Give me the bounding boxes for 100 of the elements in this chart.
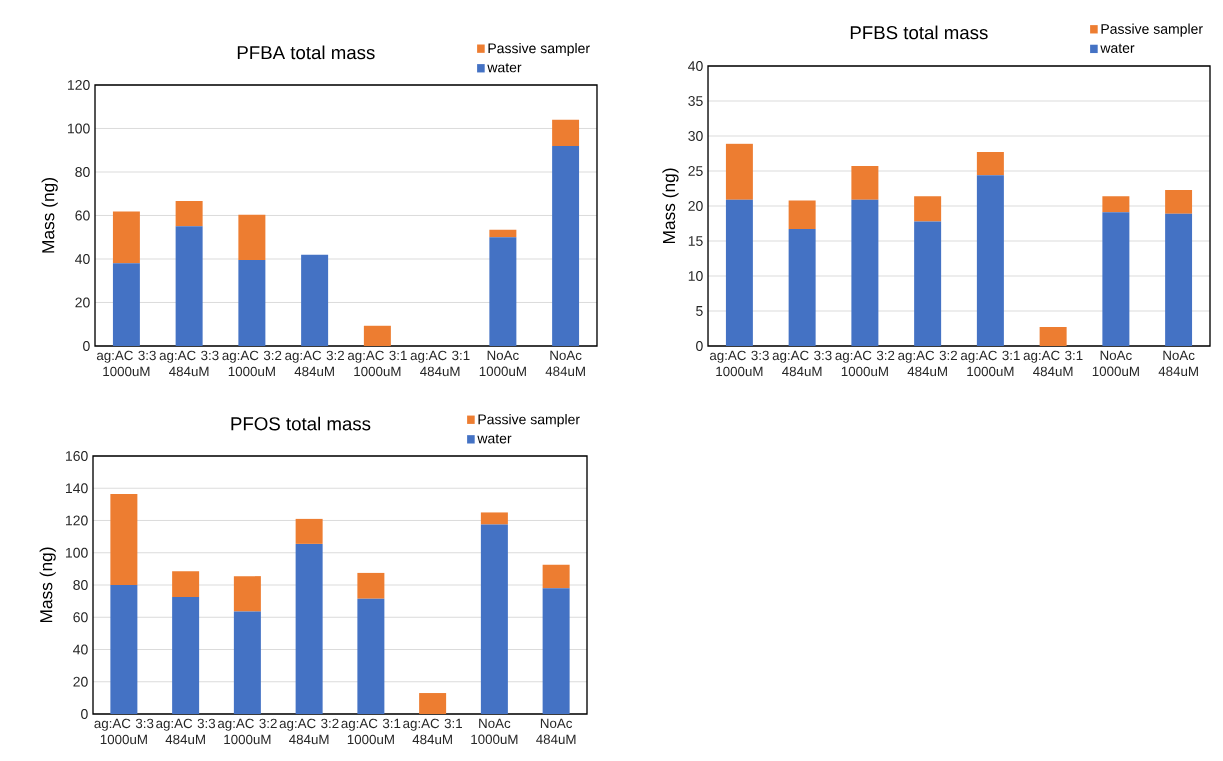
- y-tick-label: 100: [68, 123, 90, 134]
- y-tick-label: 40: [688, 61, 703, 71]
- bar: [851, 166, 879, 200]
- bar: [295, 518, 323, 544]
- bar: [914, 196, 942, 222]
- bar: [480, 524, 508, 714]
- bar: [1165, 189, 1193, 214]
- y-tick-label: 40: [75, 254, 90, 264]
- chart-title: PFBS total mass: [850, 25, 988, 40]
- bar: [725, 199, 753, 346]
- x-tick-label: ag:AC 3:2 484uM: [898, 350, 957, 377]
- bar: [233, 611, 261, 714]
- y-tick-label: 35: [688, 96, 703, 106]
- y-axis-title: Mass (ng): [41, 178, 58, 253]
- bar: [914, 221, 942, 346]
- bar: [480, 512, 508, 525]
- legend-label: Passive sampler: [488, 42, 590, 57]
- bar: [976, 152, 1004, 176]
- y-tick-label: 80: [73, 580, 88, 590]
- bar: [1165, 213, 1193, 346]
- bar: [112, 211, 140, 264]
- bar: [295, 543, 323, 714]
- x-tick-label: ag:AC 3:2 1000uM: [222, 350, 282, 377]
- y-tick-label: 120: [66, 515, 88, 526]
- legend-label: Passive sampler: [1101, 23, 1203, 37]
- x-tick-label: ag:AC 3:1 484uM: [403, 718, 462, 745]
- x-tick-label: ag:AC 3:1 484uM: [410, 350, 470, 377]
- x-tick-label: ag:AC 3:2 484uM: [285, 350, 344, 377]
- x-tick-label: ag:AC 3:3 1000uM: [94, 718, 154, 745]
- y-tick-label: 20: [688, 201, 703, 211]
- bar: [976, 175, 1004, 346]
- x-tick-label: ag:AC 3:2 1000uM: [217, 718, 277, 745]
- y-tick-label: 0: [83, 341, 90, 351]
- bar: [238, 260, 266, 346]
- chart-title: PFBA total mass: [237, 45, 375, 60]
- bar: [112, 263, 140, 346]
- y-tick-label: 0: [81, 709, 88, 719]
- x-tick-label: ag:AC 3:3 484uM: [772, 350, 832, 377]
- y-tick-label: 60: [73, 612, 88, 623]
- x-tick-label: NoAc 1000uM: [479, 350, 526, 377]
- bar: [233, 576, 261, 612]
- bar: [489, 237, 517, 346]
- x-tick-label: ag:AC 3:2 1000uM: [835, 350, 895, 377]
- bar: [725, 143, 753, 200]
- bar: [851, 199, 879, 346]
- bar: [357, 598, 385, 714]
- bar: [1102, 196, 1130, 213]
- x-tick-label: NoAc 484uM: [545, 350, 585, 377]
- y-tick-label: 160: [66, 451, 88, 461]
- x-tick-label: ag:AC 3:1 1000uM: [341, 718, 401, 745]
- bar: [110, 493, 138, 585]
- x-tick-label: ag:AC 3:1 1000uM: [960, 350, 1020, 377]
- bar: [175, 226, 203, 346]
- bar: [542, 588, 570, 714]
- bar: [1102, 212, 1130, 346]
- chart-title: PFOS total mass: [231, 416, 371, 431]
- y-axis-title: Mass (ng): [39, 547, 56, 623]
- bar: [110, 585, 138, 714]
- bar: [172, 571, 200, 598]
- bar: [301, 254, 329, 346]
- x-tick-label: NoAc 484uM: [1158, 350, 1198, 377]
- x-tick-label: NoAc 1000uM: [471, 718, 518, 745]
- y-tick-label: 40: [73, 644, 88, 655]
- bar: [788, 200, 816, 230]
- y-tick-label: 10: [688, 271, 703, 281]
- y-tick-label: 100: [66, 547, 88, 558]
- x-tick-label: ag:AC 3:2 484uM: [279, 718, 339, 745]
- y-tick-label: 60: [75, 210, 90, 221]
- y-axis-title: Mass (ng): [662, 168, 679, 244]
- bar: [172, 597, 200, 714]
- y-tick-label: 5: [696, 306, 703, 316]
- legend-label: water: [487, 63, 522, 73]
- y-tick-label: 30: [688, 131, 703, 141]
- bar: [788, 229, 816, 346]
- bar: [1039, 327, 1067, 346]
- bar: [238, 214, 266, 261]
- y-tick-label: 20: [73, 676, 88, 687]
- bar: [542, 564, 570, 589]
- y-tick-label: 20: [75, 297, 90, 308]
- legend-label: water: [1100, 43, 1135, 53]
- bar: [419, 693, 447, 714]
- bar: [552, 119, 580, 146]
- y-tick-label: 15: [688, 236, 703, 246]
- bar: [363, 325, 391, 346]
- bar: [552, 145, 580, 346]
- bar: [489, 229, 517, 238]
- bar: [357, 572, 385, 599]
- y-tick-label: 80: [75, 167, 90, 177]
- x-tick-label: NoAc 1000uM: [1092, 350, 1139, 377]
- legend-label: water: [477, 434, 512, 444]
- x-tick-label: ag:AC 3:3 1000uM: [709, 350, 769, 377]
- x-tick-label: ag:AC 3:3 1000uM: [96, 350, 156, 377]
- x-tick-label: ag:AC 3:3 484uM: [156, 718, 216, 745]
- x-tick-label: ag:AC 3:1 484uM: [1023, 350, 1083, 377]
- y-tick-label: 140: [66, 483, 88, 494]
- y-tick-label: 25: [688, 166, 703, 176]
- y-tick-label: 120: [68, 80, 90, 90]
- legend-label: Passive sampler: [478, 414, 580, 428]
- x-tick-label: ag:AC 3:1 1000uM: [347, 350, 407, 377]
- bar: [175, 200, 203, 227]
